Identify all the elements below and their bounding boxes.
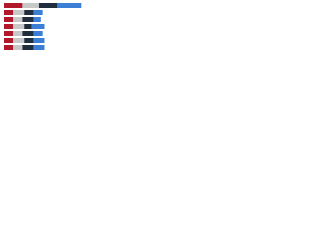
bar-segment (4, 10, 14, 15)
chart (4, 3, 82, 50)
bar-segment (57, 3, 82, 8)
bar-segment (24, 38, 34, 43)
bar-segment (38, 3, 58, 8)
bar-segment (4, 45, 14, 50)
bar-segment (31, 24, 45, 29)
bar-segment (13, 31, 23, 36)
bar-segment (13, 24, 25, 29)
bar-segment (4, 24, 14, 29)
bar-segment (33, 38, 45, 43)
bar-segment (24, 24, 32, 29)
bar-segment (4, 17, 14, 22)
bar-segment (13, 10, 25, 15)
bar-segment (4, 38, 14, 43)
bar-segment (33, 45, 45, 50)
bar-segment (4, 3, 23, 8)
bar-segment (22, 3, 39, 8)
bar-segment (33, 10, 43, 15)
bar-segment (13, 38, 25, 43)
bar-segment (13, 17, 23, 22)
page: {"chart_data": {"type": "stacked-bar-hor… (0, 0, 100, 71)
bar-segment (33, 31, 43, 36)
bar-segment (22, 45, 34, 50)
bar-segment (33, 17, 41, 22)
bar-segment (22, 31, 34, 36)
bar-segment (4, 31, 14, 36)
bar-segment (22, 17, 34, 22)
bar-segment (24, 10, 34, 15)
bar-segment (13, 45, 23, 50)
